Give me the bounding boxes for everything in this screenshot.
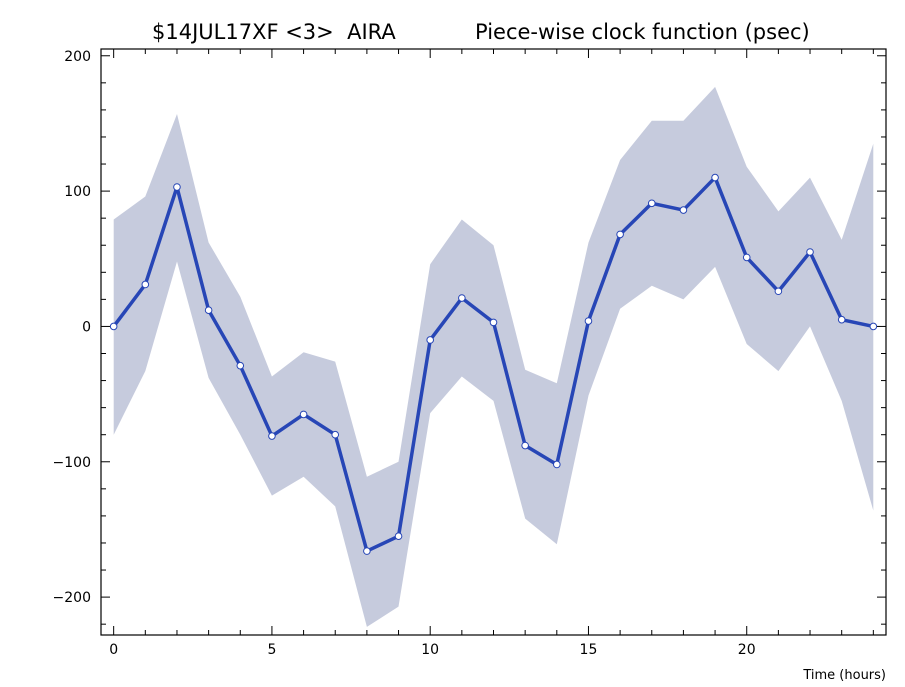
series-line-segment	[175, 185, 211, 312]
data-point	[236, 361, 245, 370]
data-point	[458, 294, 466, 302]
data-point	[837, 315, 846, 324]
y-tick-label: 100	[64, 184, 91, 200]
chart-title-function: Piece-wise clock function (psec)	[475, 20, 810, 44]
data-point	[521, 441, 529, 450]
series-line-segment	[808, 250, 844, 322]
data-point	[268, 432, 276, 440]
y-tick-label: 200	[64, 49, 91, 65]
series-line-segment	[301, 412, 337, 437]
x-tick-label: 15	[580, 642, 598, 658]
data-point	[109, 322, 118, 331]
data-point	[806, 248, 814, 256]
data-point	[363, 547, 371, 555]
series-line-segment	[143, 185, 179, 287]
data-point	[331, 430, 340, 439]
data-point	[204, 306, 213, 314]
series-line-segment	[744, 255, 781, 293]
series-line-segment	[586, 232, 622, 323]
series-line-segment	[776, 250, 812, 293]
series-line-segment	[523, 443, 559, 467]
data-point	[299, 410, 308, 419]
series-line-segment	[270, 412, 306, 438]
data-point	[647, 199, 656, 208]
series-line-segment	[428, 296, 464, 342]
data-point	[426, 336, 434, 344]
x-tick-label: 20	[738, 642, 756, 658]
series-line-segment	[333, 432, 369, 553]
data-point	[711, 173, 719, 182]
series-line-segment	[206, 308, 243, 368]
y-tick-label: −100	[53, 455, 91, 471]
series-line-segment	[713, 175, 749, 260]
series-line-segment	[618, 201, 654, 237]
series-line-segment	[681, 175, 717, 212]
data-point	[141, 280, 150, 289]
data-point	[553, 460, 561, 469]
data-point	[584, 317, 593, 325]
data-point	[774, 287, 783, 296]
x-tick-label: 0	[109, 642, 118, 658]
series-line-segment	[396, 338, 432, 538]
data-point	[616, 230, 624, 239]
series-line-segment	[460, 296, 496, 325]
y-tick-label: −200	[53, 590, 91, 606]
uncertainty-band	[113, 86, 874, 627]
data-point	[679, 206, 688, 214]
series-line-segment	[111, 282, 148, 329]
series-line-segment	[238, 363, 274, 438]
series-line-segment	[839, 317, 876, 329]
series-line-segment	[650, 201, 686, 212]
data-point	[489, 318, 498, 327]
data-point	[173, 183, 181, 191]
series-line-segment	[555, 319, 591, 467]
x-tick-label: 10	[421, 642, 439, 658]
x-axis-label: Time (hours)	[802, 668, 886, 683]
y-tick-label: 0	[82, 319, 91, 335]
x-tick-label: 5	[267, 642, 276, 658]
data-point	[869, 322, 878, 331]
chart-title-source: $14JUL17XF <3> AIRA	[152, 20, 396, 44]
data-point	[394, 532, 403, 541]
series-line-segment	[491, 320, 527, 448]
data-point	[742, 253, 751, 262]
series-line-segment	[365, 534, 401, 553]
